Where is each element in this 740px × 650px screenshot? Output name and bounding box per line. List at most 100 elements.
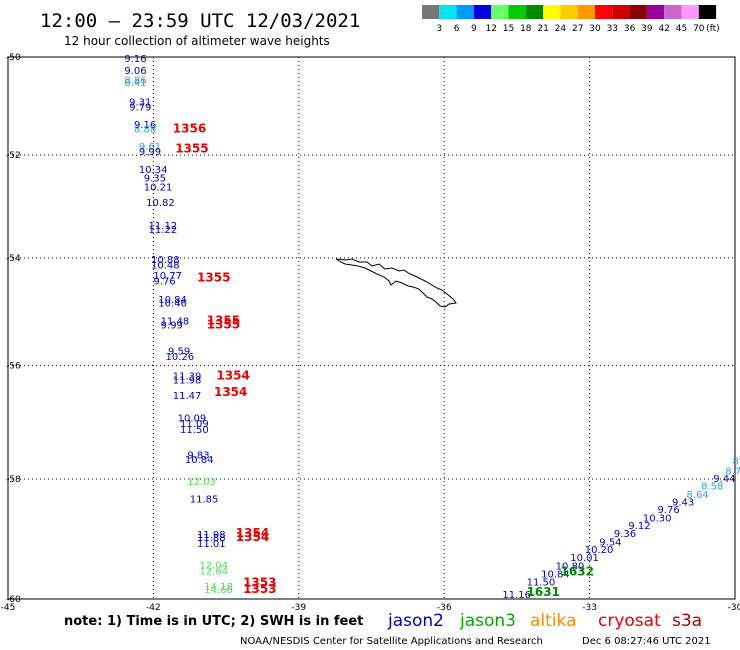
wave-height-label: 9.79 xyxy=(129,102,151,113)
scale-swatch xyxy=(646,5,665,19)
map-title: 12:00 – 23:59 UTC 12/03/2021 xyxy=(40,10,360,32)
pass-time-label: 1355 xyxy=(207,317,240,331)
wave-height-label: 9.76 xyxy=(657,505,679,516)
wave-height-label: 10.26 xyxy=(166,352,195,363)
scale-swatch xyxy=(629,5,647,19)
wave-height-label: 9.16 xyxy=(134,120,156,131)
scale-swatch xyxy=(456,5,474,19)
wave-height-label: 14.66 xyxy=(204,585,233,596)
wave-height-label: 11.85 xyxy=(190,494,219,505)
satellite-legend-altika: altika xyxy=(530,611,577,631)
scale-swatch xyxy=(612,5,630,19)
scale-swatch xyxy=(422,5,440,19)
wave-height-label: 8.58 xyxy=(701,482,723,493)
lon-tick-label: -42 xyxy=(146,603,161,613)
wave-height-label: 10.09 xyxy=(178,414,207,425)
pass-time-label: 1355 xyxy=(197,271,230,285)
lon-tick-label: -45 xyxy=(1,603,16,613)
pass-time-label: 1632 xyxy=(561,565,594,579)
footer-note: note: 1) Time is in UTC; 2) SWH is in fe… xyxy=(64,614,363,629)
lat-tick-label: -58 xyxy=(6,475,21,485)
wave-height-label: 10.84 xyxy=(185,455,214,466)
wave-height-label: 9.16 xyxy=(124,54,146,65)
pass-time-label: 1356 xyxy=(173,122,206,136)
wave-height-label: 10.84 xyxy=(158,295,187,306)
wave-height-label: 9.99 xyxy=(139,147,161,158)
wave-height-label: 10.48 xyxy=(151,260,180,271)
footer-timestamp: Dec 6 08:27:46 UTC 2021 xyxy=(582,636,711,647)
pass-time-label: 1354 xyxy=(216,368,249,382)
wave-height-label: 12.64 xyxy=(199,566,228,577)
lat-tick-label: -50 xyxy=(6,53,21,63)
scale-swatch xyxy=(577,5,595,19)
wave-height-label: 11.01 xyxy=(197,539,226,550)
wave-height-label: 10.21 xyxy=(144,183,173,194)
wave-height-label: 9.99 xyxy=(161,320,183,331)
scale-label: 36 xyxy=(624,24,636,34)
wave-height-label: 9.61 xyxy=(139,142,161,153)
lon-tick-label: -33 xyxy=(582,603,597,613)
wave-height-label: 11.98 xyxy=(197,530,226,541)
wave-height-label: 10.82 xyxy=(146,198,175,209)
wave-height-label: 10.34 xyxy=(139,165,168,176)
wave-height-label: 14.18 xyxy=(204,582,233,593)
pass-time-label: 1353 xyxy=(243,576,276,590)
scale-label: 27 xyxy=(572,24,583,34)
wave-height-label: 10.30 xyxy=(643,513,672,524)
wave-height-label: 10.88 xyxy=(151,255,180,266)
wave-height-label: 10.20 xyxy=(585,545,614,556)
wave-height-label: 9.59 xyxy=(168,347,190,358)
satellite-legend-s3a: s3a xyxy=(672,611,702,631)
scale-swatch xyxy=(664,5,682,19)
scale-label: 45 xyxy=(676,24,687,34)
wave-height-label: 12.04 xyxy=(199,560,228,571)
wave-height-label: 10.46 xyxy=(158,299,187,310)
scale-swatch xyxy=(560,5,578,19)
scale-label: 21 xyxy=(537,24,548,34)
wave-height-label: 9.35 xyxy=(144,173,166,184)
scale-swatch xyxy=(543,5,561,19)
wave-height-label: 9.43 xyxy=(672,497,694,508)
wave-height-label: 11.39 xyxy=(173,371,202,382)
wave-height-label: 11.48 xyxy=(161,317,190,328)
scale-swatch xyxy=(698,5,717,19)
pass-time-label: 1354 xyxy=(236,530,269,544)
wave-height-label: 9.06 xyxy=(124,66,146,77)
wave-height-label: 8.73 xyxy=(725,466,740,477)
wave-height-label: 11.50 xyxy=(527,577,556,588)
pass-time-label: 1354 xyxy=(214,385,247,399)
pass-time-label: 1355 xyxy=(207,314,240,328)
scale-swatch xyxy=(439,5,457,19)
wave-height-label: 10.80 xyxy=(556,562,585,573)
lat-tick-label: -52 xyxy=(6,151,21,161)
wave-height-label: 8.41 xyxy=(124,78,146,89)
pass-time-label: 1355 xyxy=(175,142,208,156)
scale-label: 30 xyxy=(589,24,601,34)
scale-label: 42 xyxy=(658,24,669,34)
scale-swatch xyxy=(508,5,526,19)
map-frame xyxy=(7,56,736,600)
pass-time-label: 1354 xyxy=(236,526,269,540)
map-subtitle: 12 hour collection of altimeter wave hei… xyxy=(64,34,330,48)
lat-tick-label: -54 xyxy=(6,254,21,264)
scale-label: 12 xyxy=(485,24,496,34)
pass-time-label: 1353 xyxy=(243,582,276,596)
satellite-legend: jason2 jason3 altika cryosat s3a xyxy=(387,611,702,631)
wave-height-label: 11.98 xyxy=(173,375,202,386)
scale-swatch xyxy=(491,5,509,19)
wave-height-labels: 9.169.068.868.419.319.799.168.889.619.99… xyxy=(124,54,740,601)
pass-time-labels: 1356135513551355135513541354135413541353… xyxy=(173,122,594,599)
scale-swatch xyxy=(595,5,613,19)
scale-unit: (ft) xyxy=(706,24,720,34)
satellite-legend-jason3: jason3 xyxy=(459,611,516,631)
wave-height-label: 8.86 xyxy=(124,76,146,87)
lon-tick-label: -39 xyxy=(291,603,306,613)
wave-height-label: 10.84 xyxy=(541,569,570,580)
scale-swatch xyxy=(525,5,544,19)
wave-height-label: 8.88 xyxy=(134,125,156,136)
scale-label: 6 xyxy=(454,24,460,34)
wave-height-label: 11.16 xyxy=(502,590,531,601)
wave-height-label: 11.88 xyxy=(197,533,226,544)
wave-height-label: 8. xyxy=(733,457,740,468)
scale-label: 33 xyxy=(607,24,618,34)
